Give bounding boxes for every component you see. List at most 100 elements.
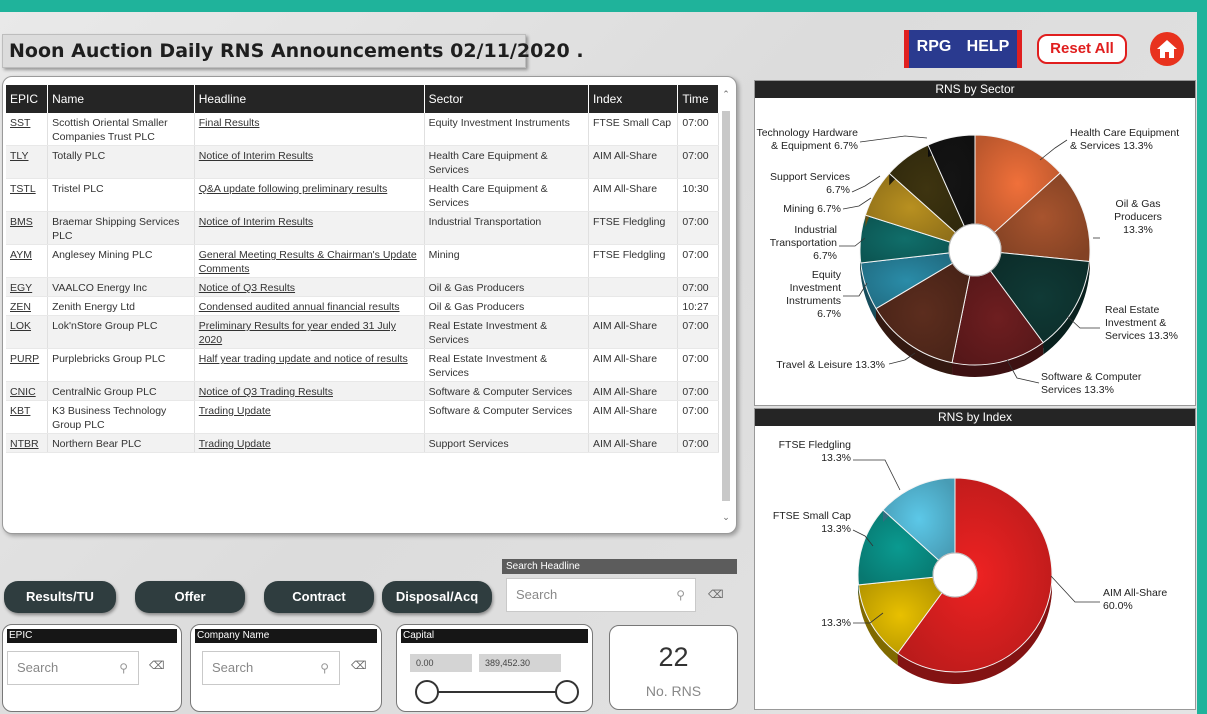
pie-label: Oil & Gas Producers 13.3% <box>1114 198 1162 236</box>
offer-button[interactable]: Offer <box>135 581 245 613</box>
table-row[interactable]: AYM Anglesey Mining PLC General Meeting Re… <box>6 244 719 278</box>
column-header-sector[interactable]: Sector <box>424 85 589 113</box>
table-row[interactable]: LOK Lok'nStore Group PLC Preliminary Resul… <box>6 315 719 349</box>
disposal-acq-button[interactable]: Disposal/Acq <box>382 581 492 613</box>
cell-headline[interactable]: Notice of Interim Results <box>194 211 425 245</box>
cell-epic[interactable]: TSTL <box>6 178 49 212</box>
cell-headline[interactable]: Condensed audited annual financial resul… <box>194 296 425 316</box>
table-row[interactable]: TSTL Tristel PLC Q&A update following prel… <box>6 178 719 212</box>
cell-sector: Health Care Equipment & Services <box>424 145 589 179</box>
sector-pie-chart[interactable]: Health Care Equipment & Services 13.3% Oil… <box>755 98 1195 404</box>
cell-headline[interactable]: Notice of Q3 Trading Results <box>194 381 425 401</box>
pie-leader-line <box>839 237 866 247</box>
table-row[interactable]: KBT K3 Business Technology Group PLC Tradi… <box>6 400 719 434</box>
pie-label: 13.3% <box>821 617 851 629</box>
cell-headline[interactable]: Q&A update following preliminary results <box>194 178 425 212</box>
scroll-up-icon[interactable]: ⌃ <box>722 89 730 99</box>
cell-epic[interactable]: ZEN <box>6 296 49 316</box>
eraser-icon[interactable]: ⌫ <box>149 660 165 672</box>
scroll-down-icon[interactable]: ⌄ <box>722 512 730 522</box>
capital-slider-max-handle[interactable] <box>555 680 579 704</box>
cell-headline[interactable]: Half year trading update and notice of r… <box>194 348 425 382</box>
search-icon: ⚲ <box>119 661 128 675</box>
cell-epic[interactable]: BMS <box>6 211 49 245</box>
cell-name: Totally PLC <box>47 145 195 179</box>
pie-leader-line <box>1066 315 1100 329</box>
cell-headline[interactable]: Trading Update <box>194 433 425 453</box>
cell-epic[interactable]: KBT <box>6 400 49 434</box>
column-header-headline[interactable]: Headline <box>194 85 425 113</box>
pie-leader-line <box>1050 575 1100 603</box>
cell-index: FTSE Fledgling <box>588 211 679 245</box>
cell-epic[interactable]: EGY <box>6 277 49 297</box>
capital-slider-track[interactable] <box>427 691 567 693</box>
capital-min-input[interactable]: 0.00 <box>410 654 472 672</box>
capital-slider-min-handle[interactable] <box>415 680 439 704</box>
table-row[interactable]: TLY Totally PLC Notice of Interim Results H… <box>6 145 719 179</box>
cell-headline[interactable]: Notice of Interim Results <box>194 145 425 179</box>
pie-leader-line <box>853 612 884 624</box>
cell-epic[interactable]: AYM <box>6 244 49 278</box>
pie-leader-line <box>842 197 872 210</box>
cell-headline[interactable]: Preliminary Results for year ended 31 Ju… <box>194 315 425 349</box>
table-row[interactable]: SST Scottish Oriental Smaller Companies T… <box>6 113 719 146</box>
cell-name: Tristel PLC <box>47 178 195 212</box>
search-headline-input[interactable]: Search ⚲ <box>506 578 696 612</box>
column-header-index[interactable]: Index <box>588 85 679 113</box>
cell-epic[interactable]: CNIC <box>6 381 49 401</box>
pie-label: Industrial Transportation 6.7% <box>770 224 837 262</box>
page-title: Noon Auction Daily RNS Announcements 02/… <box>2 34 584 68</box>
epic-search-placeholder: Search <box>17 660 59 675</box>
pie-slice-side <box>897 478 1052 684</box>
table-row[interactable]: BMS Braemar Shipping Services PLC Notice o… <box>6 211 719 245</box>
eraser-icon[interactable]: ⌫ <box>708 589 724 601</box>
cell-time: 10:27 <box>677 296 719 316</box>
capital-max-input[interactable]: 389,452.30 <box>479 654 561 672</box>
cell-epic[interactable]: SST <box>6 113 49 146</box>
report-canvas: Noon Auction Daily RNS Announcements 02/… <box>0 12 1197 714</box>
rpg-link[interactable]: RPG <box>916 38 952 55</box>
pie-leader-line <box>1039 139 1068 161</box>
cell-epic[interactable]: LOK <box>6 315 49 349</box>
cell-epic[interactable]: NTBR <box>6 433 49 453</box>
results-tu-button[interactable]: Results/TU <box>4 581 116 613</box>
rns-count-card: 22 No. RNS <box>609 625 738 710</box>
eraser-icon[interactable]: ⌫ <box>351 660 367 672</box>
pie-label: Health Care Equipment & Services 13.3% <box>1070 127 1179 152</box>
table-row[interactable]: EGY VAALCO Energy Inc Notice of Q3 Results… <box>6 277 719 297</box>
cell-epic[interactable]: TLY <box>6 145 49 179</box>
reset-all-button[interactable]: Reset All <box>1037 34 1127 64</box>
capital-slicer-label: Capital <box>401 629 588 643</box>
cell-index: AIM All-Share <box>588 315 679 349</box>
index-chart-title: RNS by Index <box>755 409 1195 426</box>
index-pie-chart[interactable]: AIM All-Share 60.0% 13.3% FTSE Small Cap 13.… <box>755 426 1195 709</box>
company-search-input[interactable]: Search ⚲ <box>202 651 340 685</box>
cell-time: 07:00 <box>677 381 719 401</box>
cell-time: 07:00 <box>677 211 719 245</box>
help-link[interactable]: HELP <box>966 38 1010 55</box>
cell-index: AIM All-Share <box>588 400 679 434</box>
table-row[interactable]: NTBR Northern Bear PLC Trading Update Suppo… <box>6 433 719 453</box>
table-row[interactable]: CNIC CentralNic Group PLC Notice of Q3 Tra… <box>6 381 719 401</box>
cell-sector: Oil & Gas Producers <box>424 296 589 316</box>
cell-headline[interactable]: General Meeting Results & Chairman's Upd… <box>194 244 425 278</box>
cell-headline[interactable]: Notice of Q3 Results <box>194 277 425 297</box>
epic-search-input[interactable]: Search ⚲ <box>7 651 139 685</box>
home-button[interactable] <box>1150 32 1184 66</box>
column-header-time[interactable]: Time <box>677 85 719 113</box>
cell-headline[interactable]: Trading Update <box>194 400 425 434</box>
column-header-epic[interactable]: EPIC <box>6 85 49 113</box>
scroll-thumb[interactable] <box>722 111 730 501</box>
cell-name: Zenith Energy Ltd <box>47 296 195 316</box>
cell-epic[interactable]: PURP <box>6 348 49 382</box>
rpg-help-button[interactable]: RPG HELP <box>904 30 1022 68</box>
table-row[interactable]: ZEN Zenith Energy Ltd Condensed audited an… <box>6 296 719 316</box>
table-row[interactable]: PURP Purplebricks Group PLC Half year trad… <box>6 348 719 382</box>
contract-button[interactable]: Contract <box>264 581 374 613</box>
table-scrollbar[interactable]: ⌃ ⌄ <box>722 89 730 522</box>
search-icon: ⚲ <box>676 588 685 602</box>
home-icon <box>1157 40 1177 58</box>
column-header-name[interactable]: Name <box>47 85 195 113</box>
cell-headline[interactable]: Final Results <box>194 113 425 146</box>
cell-name: Anglesey Mining PLC <box>47 244 195 278</box>
